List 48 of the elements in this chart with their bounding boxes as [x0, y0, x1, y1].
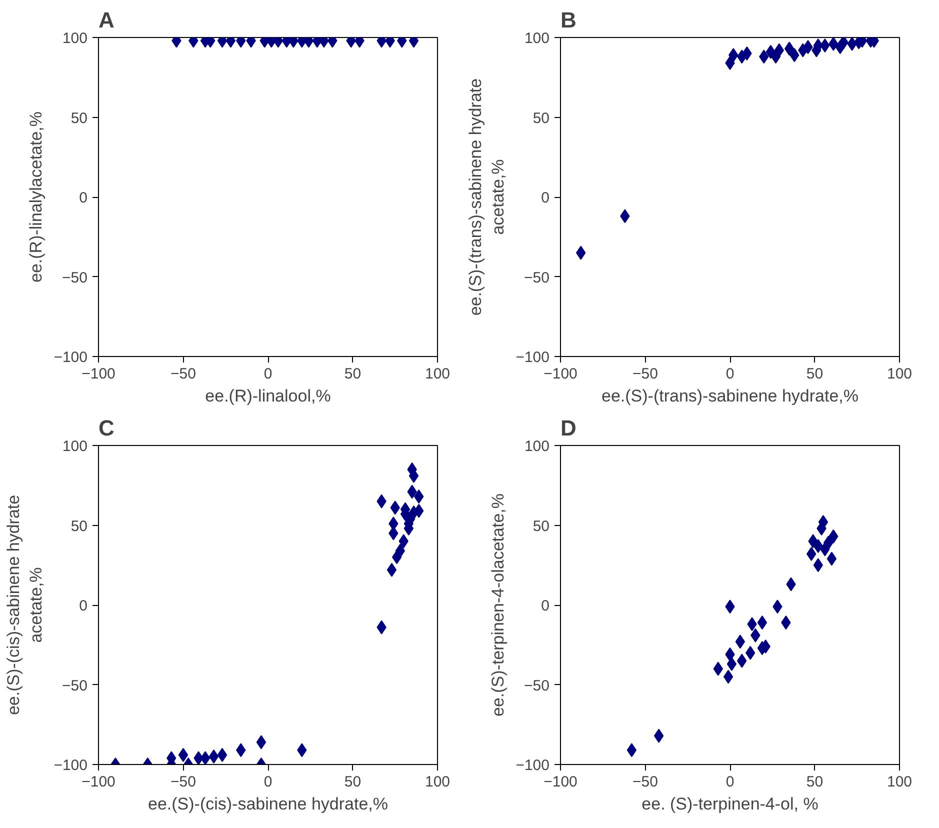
x-tick-label: 100 [886, 774, 912, 790]
y-tick-label: −50 [62, 677, 88, 694]
x-axis-title: ee.(S)-(cis)-sabinene hydrate,% [148, 794, 388, 814]
y-axis-title: ee.(S)-(trans)-sabinene hydrate acetate,% [466, 78, 508, 316]
y-tick-label: 0 [79, 190, 88, 206]
y-tick-label: −50 [62, 269, 88, 286]
x-tick-label: −50 [170, 774, 196, 790]
x-tick-label: 100 [424, 366, 450, 382]
y-tick-label: 0 [79, 598, 88, 614]
chart-title: A [98, 8, 114, 32]
x-axis-title: ee.(S)-(trans)-sabinene hydrate,% [602, 386, 859, 406]
y-tick-label: 0 [541, 598, 550, 614]
y-tick-label: 100 [524, 30, 550, 47]
y-tick-label: 50 [532, 110, 550, 127]
x-tick-label: −50 [170, 366, 196, 382]
chart-title: C [98, 416, 114, 440]
y-axis-title: ee.(R)-linalylacetate,% [26, 111, 46, 283]
chart-title: D [560, 416, 576, 440]
chart-title: B [560, 8, 576, 32]
y-tick-label: 50 [70, 518, 88, 535]
y-tick-label: 100 [62, 438, 88, 455]
y-tick-label: −100 [516, 349, 550, 366]
y-tick-label: −50 [524, 677, 550, 694]
x-tick-label: −50 [632, 366, 658, 382]
x-tick-label: 0 [726, 366, 734, 382]
y-axis-title: ee.(S)-terpinen-4-olacetate,% [488, 493, 508, 716]
x-tick-label: 50 [806, 774, 824, 790]
x-tick-label: 100 [886, 366, 912, 382]
x-tick-label: 0 [264, 366, 272, 382]
x-axis-title: ee.(R)-linalool,% [205, 386, 331, 406]
y-tick-label: 100 [62, 30, 88, 47]
y-axis-title: ee.(S)-(cis)-sabinene hydrate acetate,% [4, 494, 46, 716]
x-tick-label: 100 [424, 774, 450, 790]
x-tick-label: −50 [632, 774, 658, 790]
x-tick-label: 50 [344, 774, 362, 790]
x-tick-label: 0 [726, 774, 734, 790]
x-tick-label: 50 [806, 366, 824, 382]
y-tick-label: −100 [54, 757, 88, 774]
y-tick-label: 50 [532, 518, 550, 535]
y-tick-label: 0 [541, 190, 550, 206]
y-tick-label: −100 [54, 349, 88, 366]
x-axis-title: ee. (S)-terpinen-4-ol, % [642, 794, 818, 814]
y-tick-label: −50 [524, 269, 550, 286]
y-tick-label: −100 [516, 757, 550, 774]
x-tick-label: 50 [344, 366, 362, 382]
y-tick-label: 100 [524, 438, 550, 455]
x-tick-label: 0 [264, 774, 272, 790]
y-tick-label: 50 [70, 110, 88, 127]
